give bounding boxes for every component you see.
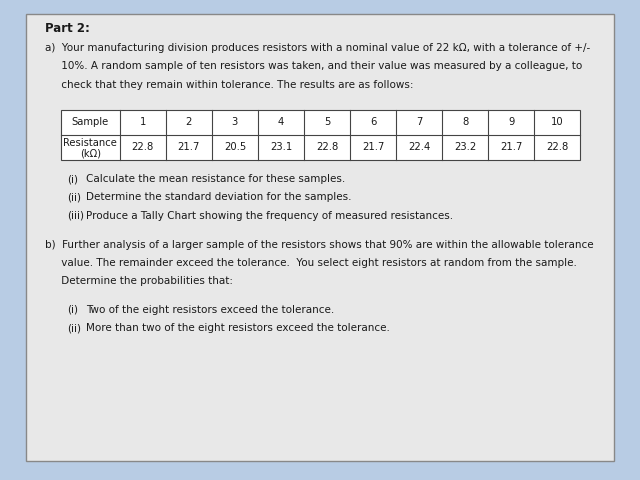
Text: 10%. A random sample of ten resistors was taken, and their value was measured by: 10%. A random sample of ten resistors wa… (45, 61, 582, 72)
Text: 22.4: 22.4 (408, 143, 430, 152)
Text: 10: 10 (551, 118, 564, 127)
Text: (iii): (iii) (67, 211, 84, 221)
Text: 5: 5 (324, 118, 330, 127)
Text: (i): (i) (67, 305, 78, 315)
Text: Sample: Sample (72, 118, 109, 127)
Text: b)  Further analysis of a larger sample of the resistors shows that 90% are with: b) Further analysis of a larger sample o… (45, 240, 593, 250)
Text: Produce a Tally Chart showing the frequency of measured resistances.: Produce a Tally Chart showing the freque… (86, 211, 454, 221)
Text: Determine the probabilities that:: Determine the probabilities that: (45, 276, 233, 286)
Text: 2: 2 (186, 118, 192, 127)
Text: check that they remain within tolerance. The results are as follows:: check that they remain within tolerance.… (45, 80, 413, 90)
Text: 20.5: 20.5 (224, 143, 246, 152)
Text: (ii): (ii) (67, 323, 81, 333)
Text: 22.8: 22.8 (316, 143, 338, 152)
Text: Calculate the mean resistance for these samples.: Calculate the mean resistance for these … (86, 174, 346, 184)
Text: (ii): (ii) (67, 192, 81, 203)
Text: 7: 7 (416, 118, 422, 127)
Text: 8: 8 (462, 118, 468, 127)
Text: 21.7: 21.7 (178, 143, 200, 152)
Text: 1: 1 (140, 118, 146, 127)
Text: 21.7: 21.7 (362, 143, 384, 152)
Text: 22.8: 22.8 (547, 143, 568, 152)
Text: 23.1: 23.1 (270, 143, 292, 152)
Text: Part 2:: Part 2: (45, 22, 90, 35)
Text: 9: 9 (508, 118, 515, 127)
Text: a)  Your manufacturing division produces resistors with a nominal value of 22 kΩ: a) Your manufacturing division produces … (45, 43, 590, 53)
Text: Resistance: Resistance (63, 138, 117, 147)
Text: 22.8: 22.8 (132, 143, 154, 152)
Text: 21.7: 21.7 (500, 143, 522, 152)
Text: (kΩ): (kΩ) (80, 148, 100, 158)
Text: More than two of the eight resistors exceed the tolerance.: More than two of the eight resistors exc… (86, 323, 390, 333)
Text: Determine the standard deviation for the samples.: Determine the standard deviation for the… (86, 192, 352, 203)
Text: 6: 6 (370, 118, 376, 127)
Text: Two of the eight resistors exceed the tolerance.: Two of the eight resistors exceed the to… (86, 305, 335, 315)
Text: 4: 4 (278, 118, 284, 127)
Text: 23.2: 23.2 (454, 143, 476, 152)
Text: 3: 3 (232, 118, 238, 127)
Text: (i): (i) (67, 174, 78, 184)
Text: value. The remainder exceed the tolerance.  You select eight resistors at random: value. The remainder exceed the toleranc… (45, 258, 577, 268)
